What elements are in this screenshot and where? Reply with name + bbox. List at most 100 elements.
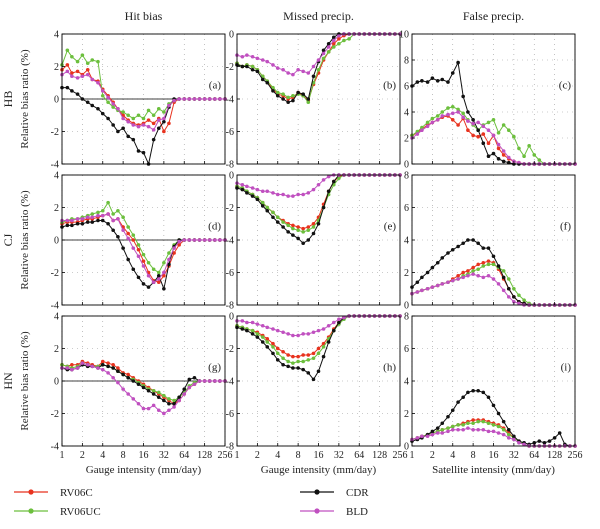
- data-point: [476, 427, 480, 432]
- data-point: [116, 380, 120, 385]
- data-point: [126, 119, 130, 124]
- panel-label: (h): [383, 362, 396, 374]
- data-point: [415, 280, 420, 285]
- data-point: [275, 215, 280, 220]
- data-point: [245, 328, 249, 333]
- data-point: [506, 155, 511, 160]
- row-labels: HB Relative bias ratio (%) CJ Relative bias…: [1, 49, 31, 431]
- data-point: [271, 215, 275, 220]
- data-point: [70, 89, 74, 93]
- chart-panel: -8 -6 -4 -2 0 (e): [226, 171, 402, 312]
- data-point: [207, 379, 212, 383]
- data-point: [306, 238, 311, 242]
- x-tick-label: 8: [296, 450, 301, 461]
- data-point: [481, 264, 486, 268]
- data-point: [131, 238, 136, 242]
- data-point: [197, 97, 202, 101]
- data-point: [162, 116, 166, 121]
- data-point: [425, 124, 430, 129]
- row-label: CJ: [1, 233, 15, 246]
- legend-item: RV06C: [14, 487, 93, 499]
- data-point: [70, 362, 74, 367]
- data-point: [106, 371, 110, 375]
- data-point: [420, 79, 424, 83]
- data-point: [70, 367, 74, 372]
- data-point: [162, 110, 166, 114]
- data-point: [471, 265, 475, 270]
- data-point: [456, 107, 460, 112]
- data-point: [311, 231, 316, 236]
- data-point: [141, 259, 146, 263]
- data-point: [486, 259, 491, 263]
- data-point: [476, 267, 480, 272]
- x-tick-label: 1: [235, 450, 240, 461]
- data-point: [177, 395, 181, 400]
- data-point: [547, 439, 552, 443]
- data-point: [162, 260, 166, 265]
- y-tick-label: 4: [404, 108, 409, 119]
- data-point: [456, 277, 460, 281]
- data-point: [446, 112, 450, 117]
- data-point: [481, 275, 486, 280]
- data-point: [476, 262, 480, 267]
- data-point: [182, 97, 187, 101]
- data-point: [476, 134, 480, 139]
- data-point: [440, 431, 445, 435]
- data-point: [486, 429, 491, 434]
- data-point: [141, 116, 146, 121]
- data-point: [271, 63, 275, 67]
- data-point: [111, 362, 115, 367]
- data-point: [255, 69, 260, 74]
- data-point: [440, 110, 445, 114]
- data-point: [271, 89, 275, 93]
- data-point: [141, 282, 146, 286]
- x-tick-label: 256: [393, 450, 408, 461]
- data-point: [471, 118, 475, 122]
- data-point: [167, 251, 171, 255]
- series-line: [236, 33, 400, 102]
- data-point: [245, 53, 249, 57]
- data-point: [245, 191, 249, 195]
- data-point: [450, 278, 455, 283]
- data-point: [85, 100, 90, 105]
- data-point: [275, 93, 280, 98]
- data-point: [106, 361, 110, 365]
- data-point: [286, 230, 290, 234]
- data-point: [430, 76, 435, 80]
- data-point: [321, 56, 326, 61]
- data-point: [491, 118, 496, 122]
- data-point: [476, 241, 480, 246]
- series-line: [61, 70, 225, 131]
- data-point: [306, 191, 311, 195]
- data-point: [116, 217, 120, 221]
- legend-swatch-marker: [28, 508, 34, 514]
- data-point: [306, 353, 311, 357]
- data-point: [141, 385, 146, 390]
- data-point: [311, 74, 316, 79]
- data-point: [141, 150, 146, 155]
- data-point: [281, 362, 285, 367]
- data-point: [316, 67, 321, 72]
- data-point: [250, 194, 255, 198]
- data-point: [75, 92, 80, 96]
- data-point: [542, 440, 547, 445]
- data-point: [331, 41, 336, 46]
- data-point: [446, 80, 450, 84]
- y-tick-label: 0: [54, 236, 59, 247]
- data-point: [331, 179, 336, 184]
- data-point: [286, 194, 290, 198]
- data-point: [291, 223, 295, 228]
- data-point: [517, 301, 521, 306]
- data-point: [456, 60, 460, 65]
- y-tick-label: -4: [226, 95, 234, 106]
- data-point: [167, 397, 171, 401]
- data-point: [151, 280, 156, 285]
- data-point: [162, 129, 166, 134]
- x-tick-label: 16: [314, 450, 324, 461]
- data-point: [537, 158, 542, 162]
- data-point: [296, 225, 300, 229]
- data-point: [100, 111, 105, 116]
- data-point: [275, 192, 280, 197]
- row-label: HB: [1, 91, 15, 108]
- data-point: [286, 95, 290, 100]
